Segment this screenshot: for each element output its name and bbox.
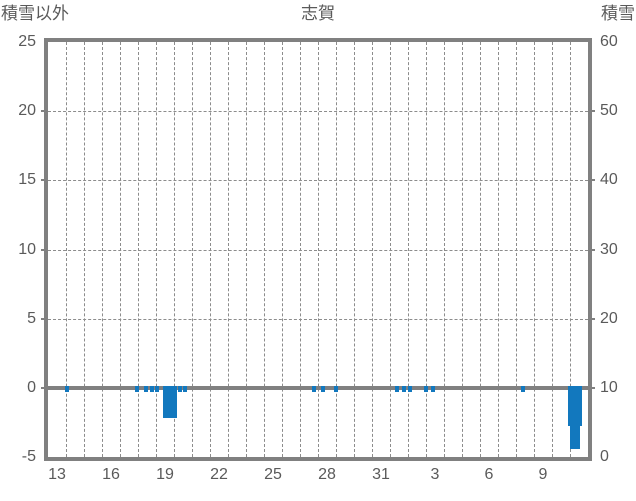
right-axis-tick	[588, 248, 595, 251]
left-axis-ticklabel: 25	[18, 33, 36, 50]
precipitation-bar	[431, 385, 436, 393]
precipitation-bar	[321, 385, 326, 393]
right-axis-heading: 積雪	[601, 4, 635, 23]
x-axis-ticklabel: 16	[102, 466, 120, 483]
horizontal-gridline	[48, 318, 588, 320]
precipitation-bar	[182, 385, 187, 393]
x-axis-ticklabel: 22	[210, 466, 228, 483]
zero-baseline	[48, 385, 588, 390]
precipitation-bar	[135, 385, 140, 393]
left-axis-heading: 積雪以外	[1, 4, 69, 23]
right-axis-ticklabel: 20	[600, 309, 618, 327]
precipitation-bar	[407, 385, 412, 393]
left-axis-tick	[41, 179, 48, 182]
x-axis-ticklabel: 6	[484, 466, 494, 483]
left-axis-tick	[41, 110, 48, 113]
precipitation-bar	[172, 385, 176, 393]
precipitation-bar	[64, 385, 69, 393]
left-axis-ticklabel: 5	[27, 309, 36, 327]
precipitation-bar	[424, 385, 428, 393]
left-axis-ticklabel: 20	[18, 102, 36, 120]
x-axis-ticklabel: 13	[48, 466, 66, 483]
plot-inner	[48, 42, 588, 457]
precipitation-bar	[149, 385, 154, 393]
right-axis-tick	[588, 317, 595, 320]
horizontal-gridline	[48, 111, 588, 113]
right-axis-ticklabel: 0	[600, 448, 609, 465]
precipitation-bar	[395, 385, 400, 393]
right-axis-ticklabel: 30	[600, 240, 618, 258]
x-axis-ticklabel: 19	[156, 466, 174, 483]
precipitation-bar	[154, 385, 159, 393]
left-axis-tick	[41, 248, 48, 251]
horizontal-gridline	[48, 249, 588, 251]
precipitation-bar	[521, 385, 526, 393]
chart-title: 志賀	[301, 4, 335, 23]
left-axis-ticklabel: 15	[18, 171, 36, 189]
snow-bar	[569, 385, 580, 449]
left-axis-ticklabel: 10	[18, 240, 36, 258]
precipitation-bar	[312, 385, 317, 393]
left-axis-ticklabel: 0	[27, 378, 36, 396]
precipitation-bar	[162, 385, 177, 418]
x-axis-ticklabel: 28	[318, 466, 336, 483]
x-axis-ticklabel: 25	[264, 466, 282, 483]
left-axis-tick	[41, 386, 48, 389]
right-axis-ticklabel: 40	[600, 171, 618, 189]
right-axis-ticklabel: 10	[600, 378, 618, 396]
right-axis-ticklabel: 60	[600, 33, 618, 50]
horizontal-gridline	[48, 180, 588, 182]
precipitation-bar	[402, 385, 407, 393]
x-axis-ticklabel: 9	[538, 466, 548, 483]
x-axis-ticklabel: 3	[430, 466, 440, 483]
right-axis-tick	[588, 179, 595, 182]
left-axis-ticklabel: -5	[21, 448, 36, 465]
right-axis-tick	[588, 110, 595, 113]
right-axis-ticklabel: 50	[600, 102, 618, 120]
precipitation-bar	[144, 385, 149, 393]
right-axis-tick	[588, 386, 595, 389]
left-axis-tick	[41, 317, 48, 320]
x-axis-ticklabel: 31	[372, 466, 390, 483]
precipitation-bar	[334, 385, 338, 393]
plot-area	[41, 38, 595, 461]
precipitation-bar	[178, 385, 183, 393]
